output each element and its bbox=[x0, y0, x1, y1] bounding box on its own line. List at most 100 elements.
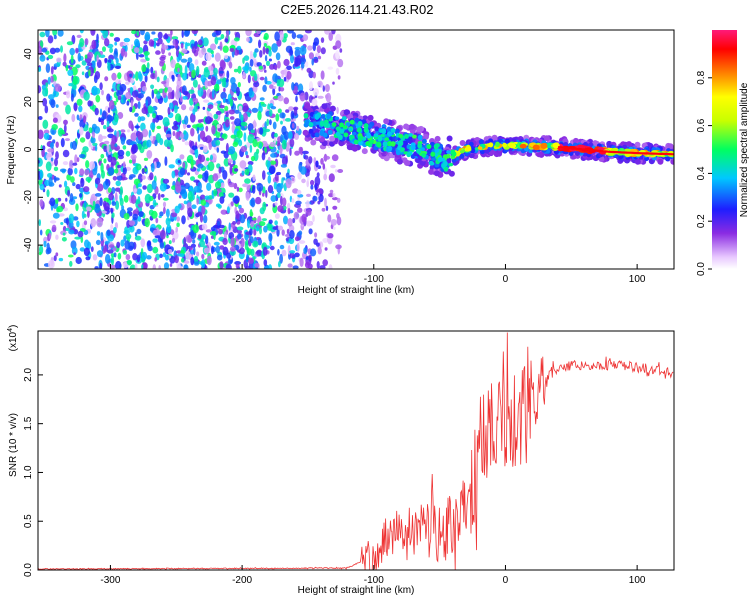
heatmap-cell bbox=[354, 117, 360, 123]
heatmap-cell bbox=[296, 189, 302, 195]
heatmap-cell bbox=[281, 229, 285, 236]
heatmap-cell bbox=[249, 228, 253, 236]
heatmap-cell bbox=[249, 211, 254, 217]
heatmap-cell bbox=[65, 197, 68, 202]
heatmap-cell bbox=[137, 131, 144, 141]
heatmap-cell bbox=[214, 181, 222, 189]
heatmap-cell bbox=[379, 129, 384, 133]
heatmap-cell bbox=[45, 248, 50, 255]
heatmap-cell bbox=[169, 255, 176, 264]
heatmap-cell bbox=[250, 155, 256, 162]
heatmap-cell bbox=[163, 34, 169, 40]
heatmap-cell bbox=[278, 78, 285, 88]
heatmap-cell bbox=[205, 135, 212, 144]
heatmap-cell bbox=[113, 113, 119, 123]
heatmap-cell bbox=[236, 130, 243, 139]
heatmap-cell bbox=[297, 194, 304, 198]
heatmap-cell bbox=[115, 260, 122, 269]
heatmap-cell bbox=[82, 115, 87, 123]
heatmap-cell bbox=[108, 193, 114, 201]
heatmap-cell bbox=[305, 200, 310, 209]
heatmap-cell bbox=[434, 135, 441, 142]
x-tick-label: -300 bbox=[100, 274, 120, 285]
heatmap-cell bbox=[130, 194, 137, 204]
heatmap-cell bbox=[302, 150, 309, 155]
heatmap-cell bbox=[42, 119, 49, 129]
heatmap-cell bbox=[103, 158, 107, 164]
heatmap-cell bbox=[264, 55, 268, 62]
heatmap-cell bbox=[96, 33, 99, 42]
heatmap-cell bbox=[377, 135, 383, 142]
heatmap-cell bbox=[63, 119, 68, 126]
heatmap-cell bbox=[301, 213, 307, 223]
heatmap-cell bbox=[119, 83, 127, 92]
heatmap-cell bbox=[253, 119, 256, 128]
heatmap-cell bbox=[201, 233, 207, 240]
heatmap-cell bbox=[268, 58, 272, 62]
heatmap-cell bbox=[265, 189, 268, 198]
heatmap-cell bbox=[247, 74, 251, 84]
heatmap-cell bbox=[225, 111, 229, 118]
heatmap-cell bbox=[86, 62, 93, 67]
heatmap-cell bbox=[404, 133, 409, 139]
heatmap-cell bbox=[429, 161, 435, 166]
heatmap-cell bbox=[331, 154, 339, 162]
heatmap-cell bbox=[54, 47, 61, 53]
heatmap-cell bbox=[322, 85, 325, 92]
heatmap-cell bbox=[328, 173, 335, 183]
y-tick-label: -40 bbox=[23, 237, 34, 252]
heatmap-cell bbox=[196, 197, 199, 205]
heatmap-cell bbox=[67, 189, 71, 197]
heatmap-cell bbox=[151, 180, 157, 190]
heatmap-cell bbox=[226, 206, 230, 214]
heatmap-cell bbox=[488, 142, 494, 148]
heatmap-cell bbox=[282, 197, 287, 207]
heatmap-cell bbox=[217, 102, 221, 111]
heatmap-cell bbox=[207, 161, 215, 172]
heatmap-cell bbox=[170, 144, 174, 153]
heatmap-cell bbox=[77, 52, 82, 62]
heatmap-cell bbox=[193, 179, 200, 183]
heatmap-cell bbox=[322, 163, 326, 170]
x-tick-label: 100 bbox=[629, 575, 646, 586]
heatmap-cell bbox=[116, 241, 121, 249]
heatmap-cell bbox=[223, 87, 226, 93]
heatmap-cell bbox=[229, 165, 233, 175]
heatmap-cell bbox=[242, 105, 249, 111]
heatmap-cell bbox=[311, 132, 317, 138]
heatmap-cell bbox=[120, 239, 125, 247]
heatmap-cell bbox=[335, 40, 342, 49]
heatmap-cell bbox=[289, 250, 296, 254]
heatmap-cell bbox=[215, 245, 220, 254]
colorbar-gradient bbox=[712, 30, 737, 269]
heatmap-cell bbox=[253, 51, 257, 58]
heatmap-cell bbox=[190, 113, 196, 123]
heatmap-cell bbox=[294, 236, 300, 242]
heatmap-cell bbox=[197, 84, 201, 91]
heatmap-cell bbox=[263, 225, 268, 233]
heatmap-cell bbox=[382, 141, 388, 147]
heatmap-cell bbox=[297, 172, 302, 180]
heatmap-cell bbox=[49, 197, 56, 207]
heatmap-cell bbox=[269, 109, 273, 117]
heatmap-cell bbox=[128, 225, 135, 233]
heatmap-cell bbox=[262, 84, 267, 92]
heatmap-cell bbox=[134, 262, 138, 269]
heatmap-cell bbox=[264, 76, 268, 85]
heatmap-cell bbox=[304, 102, 311, 109]
heatmap-cell bbox=[312, 195, 318, 202]
heatmap-cell bbox=[42, 145, 46, 151]
heatmap-cell bbox=[180, 95, 183, 103]
heatmap-cell bbox=[287, 207, 291, 215]
heatmap-cell bbox=[259, 50, 263, 58]
heatmap-cell bbox=[196, 126, 200, 134]
heatmap-cell bbox=[302, 129, 309, 136]
heatmap-cell bbox=[120, 136, 126, 145]
heatmap-cell bbox=[69, 260, 73, 267]
heatmap-cell bbox=[156, 125, 162, 130]
heatmap-cell bbox=[289, 138, 295, 148]
heatmap-cell bbox=[238, 187, 243, 193]
spectrogram-y-label: Frequency (Hz) bbox=[6, 116, 17, 185]
x-tick-label: -100 bbox=[364, 274, 384, 285]
heatmap-cell bbox=[176, 216, 181, 222]
